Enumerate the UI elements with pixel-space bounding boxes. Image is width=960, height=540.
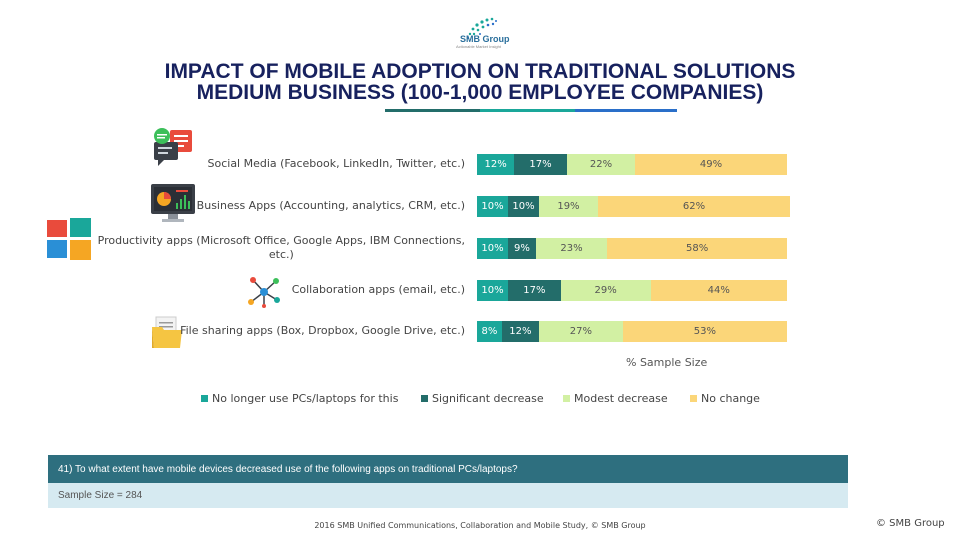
sample-size: Sample Size = 284 — [48, 483, 848, 508]
legend-label: Significant decrease — [432, 392, 544, 405]
survey-question: 41) To what extent have mobile devices d… — [48, 455, 848, 483]
category-label: Social Media (Facebook, LinkedIn, Twitte… — [207, 157, 466, 170]
x-axis-label: % Sample Size — [626, 356, 708, 369]
bar-segment: 10% — [508, 195, 539, 217]
bar-segment: 22% — [566, 153, 636, 175]
chart-title-line2: MEDIUM BUSINESS (100-1,000 EMPLOYEE COMP… — [196, 81, 764, 104]
bar-segment: 19% — [539, 195, 598, 217]
title-underline-green — [480, 109, 575, 112]
smb-group-logo-icon — [467, 17, 497, 39]
category-label: Productivity apps (Microsoft Office, Goo… — [97, 234, 465, 261]
legend-item: Modest decrease — [563, 392, 668, 405]
bar-segment: 23% — [535, 237, 608, 259]
bar-segment: 29% — [560, 279, 651, 301]
legend-label: Modest decrease — [574, 392, 668, 405]
bar-segment: 53% — [622, 320, 787, 342]
legend-swatch — [421, 395, 428, 402]
bar-segment: 12% — [477, 153, 515, 175]
legend-item: No change — [690, 392, 760, 405]
legend-swatch — [563, 395, 570, 402]
bar-segment: 12% — [501, 320, 539, 342]
folder-document-icon — [152, 316, 182, 348]
legend-label: No change — [701, 392, 760, 405]
legend-swatch — [201, 395, 208, 402]
title-underline-teal — [385, 109, 480, 112]
category-label: File sharing apps (Box, Dropbox, Google … — [180, 324, 465, 337]
category-label: Collaboration apps (email, etc.) — [291, 283, 465, 296]
bar-segment: 62% — [597, 195, 791, 217]
bar-segment: 8% — [477, 320, 502, 342]
bar-segment: 44% — [650, 279, 787, 301]
bar-segment: 10% — [477, 279, 508, 301]
logo-tagline: Actionable Market Insight — [456, 44, 501, 49]
legend-item: Significant decrease — [421, 392, 544, 405]
bar-segment: 10% — [477, 237, 508, 259]
monitor-dashboard-icon — [151, 184, 195, 222]
legend-swatch — [690, 395, 697, 402]
copyright: © SMB Group — [876, 518, 945, 529]
footer-source: 2016 SMB Unified Communications, Collabo… — [314, 521, 646, 530]
network-nodes-icon — [248, 277, 280, 308]
bar-segment: 27% — [539, 320, 623, 342]
bar-segment: 9% — [508, 237, 536, 259]
legend-item: No longer use PCs/laptops for this — [201, 392, 398, 405]
category-label: Business Apps (Accounting, analytics, CR… — [196, 199, 465, 212]
bar-segment: 17% — [514, 153, 567, 175]
title-underline-blue — [575, 109, 677, 112]
logo-text: SMB Group — [460, 34, 510, 44]
legend-label: No longer use PCs/laptops for this — [212, 392, 399, 405]
bar-segment: 49% — [635, 153, 787, 175]
windows-logo-icon — [47, 218, 91, 260]
chart-title-line1: IMPACT OF MOBILE ADOPTION ON TRADITIONAL… — [164, 60, 796, 83]
bar-segment: 17% — [508, 279, 561, 301]
chat-bubbles-icon — [154, 128, 192, 166]
bar-segment: 10% — [477, 195, 508, 217]
bar-segment: 58% — [607, 237, 787, 259]
